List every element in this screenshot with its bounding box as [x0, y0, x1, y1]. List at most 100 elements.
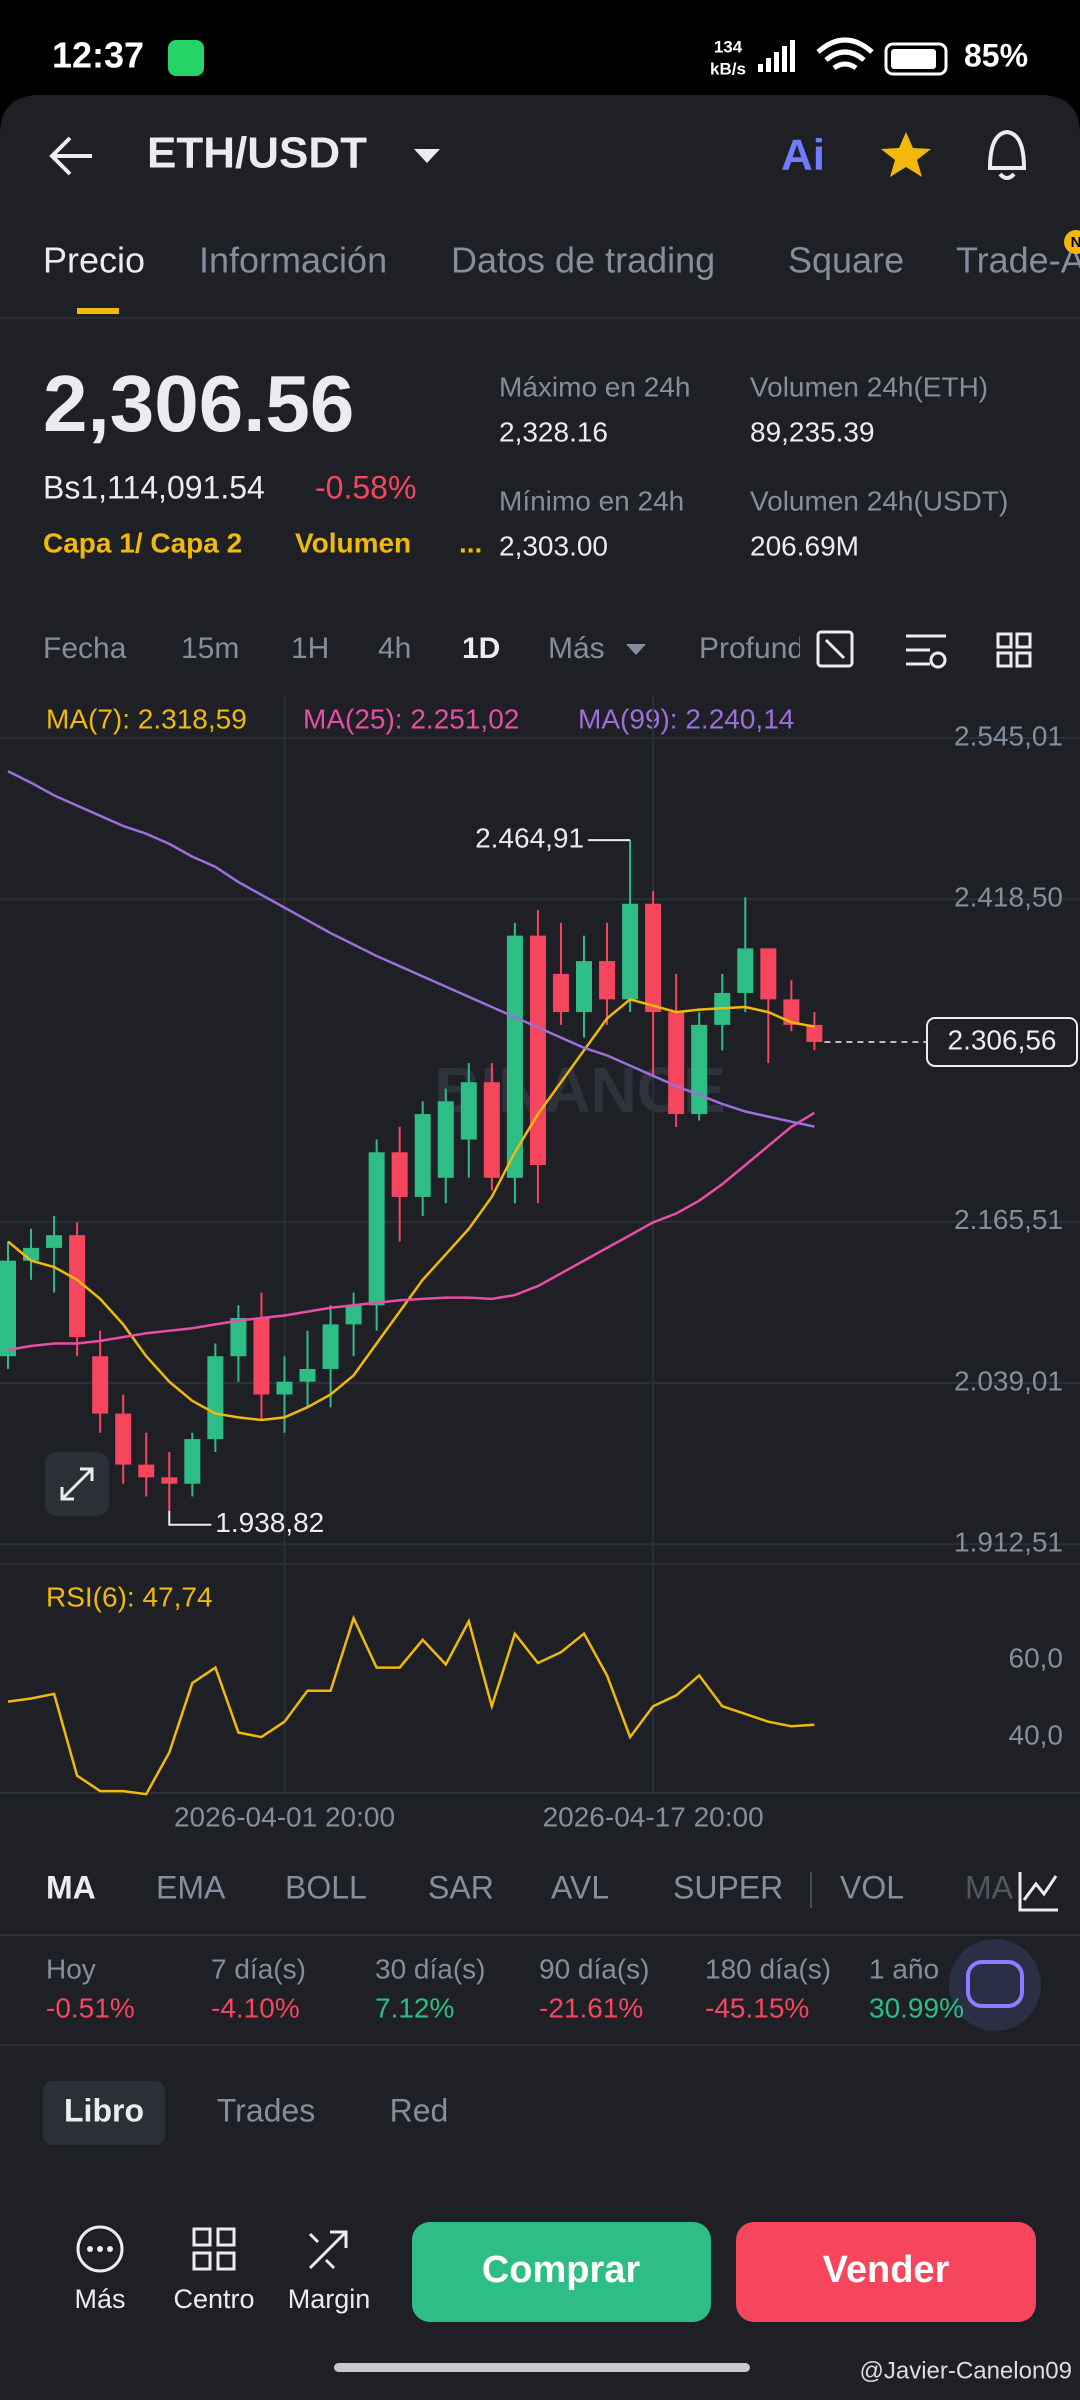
- nav-tab[interactable]: Trade-A: [956, 240, 1080, 281]
- buy-button[interactable]: [412, 2222, 711, 2322]
- candle-body: [645, 903, 662, 1013]
- candle-body: [299, 1368, 316, 1382]
- candle-body: [69, 1235, 86, 1338]
- ma-legend: MA(7): 2.318,59: [46, 703, 247, 734]
- center-icon[interactable]: [192, 2227, 236, 2271]
- last-price-box: [926, 1016, 1078, 1067]
- pair-dropdown[interactable]: [414, 149, 440, 163]
- period-change: 7.12%: [375, 1992, 454, 2023]
- whatsapp-icon: [168, 40, 204, 76]
- period-change: -4.10%: [211, 1992, 300, 2023]
- nav-tab[interactable]: Square: [788, 240, 904, 281]
- plot: [0, 770, 823, 1511]
- tag-link[interactable]: ...: [459, 527, 482, 558]
- candle-body: [368, 1152, 385, 1306]
- book-tab[interactable]: Red: [390, 2092, 449, 2128]
- indicator-tab[interactable]: AVL: [551, 1869, 609, 1905]
- tag-link[interactable]: Capa 1/ Capa 2: [43, 527, 242, 558]
- nav-tab[interactable]: Precio: [43, 240, 145, 281]
- interval-option[interactable]: 4h: [378, 632, 411, 665]
- badge-dot: [1064, 230, 1080, 254]
- book-tab[interactable]: Libro: [64, 2092, 144, 2128]
- indicator-tab[interactable]: SUPER: [673, 1869, 783, 1905]
- sell-button[interactable]: [736, 2222, 1036, 2322]
- indicator-tab[interactable]: EMA: [156, 1869, 226, 1905]
- tab-underline: [77, 308, 119, 314]
- stat-label: Máximo en 24h: [499, 371, 690, 402]
- indicator-tab[interactable]: SAR: [428, 1869, 494, 1905]
- candle-body: [460, 1082, 477, 1140]
- candle-body: [737, 948, 754, 993]
- indicator-tab[interactable]: MA: [46, 1869, 96, 1905]
- low-marker: [168, 1510, 212, 1526]
- candle-body: [115, 1413, 132, 1465]
- margin-icon[interactable]: [308, 2230, 348, 2270]
- stat-value: 206.69M: [750, 530, 859, 561]
- x-tick-label: 2026-04-01 20:00: [174, 1801, 395, 1832]
- rsi-tick-label: 40,0: [1009, 1719, 1064, 1750]
- ma-legend: MA(25): 2.251,02: [303, 703, 519, 734]
- wifi-icon: [816, 37, 874, 71]
- candle-body: [437, 1101, 454, 1178]
- indicator-tab[interactable]: MA: [965, 1869, 1014, 1905]
- network-speed: 134: [714, 37, 743, 56]
- rsi-tick-label: 60,0: [1009, 1642, 1064, 1673]
- period-label: 30 día(s): [375, 1953, 486, 1984]
- battery-icon: [884, 42, 948, 76]
- y-tick-label: 1.912,51: [954, 1527, 1063, 1558]
- network-unit: kB/s: [710, 59, 746, 78]
- interval-option[interactable]: Fecha: [43, 632, 127, 665]
- ma-legend: MA(99): 2.240,14: [578, 703, 794, 734]
- period-change: -45.15%: [705, 1992, 809, 2023]
- tab-pill: [43, 2081, 165, 2145]
- candle-body: [345, 1305, 362, 1325]
- last-price-label: 2.306,56: [948, 1024, 1057, 1055]
- badge: N: [1071, 234, 1080, 251]
- assistant-bot[interactable]: [949, 1939, 1041, 2031]
- ai-button[interactable]: Ai: [781, 131, 825, 180]
- stat-label: Volumen 24h(ETH): [750, 371, 988, 402]
- toolbar-icons[interactable]: [816, 630, 1032, 669]
- y-tick-label: 2.418,50: [954, 882, 1063, 913]
- more-icon[interactable]: [76, 2225, 124, 2273]
- interval-option[interactable]: Más: [548, 632, 605, 665]
- period-change: -21.61%: [539, 1992, 643, 2023]
- indicator-tab[interactable]: VOL: [840, 1869, 904, 1905]
- rsi-legend: RSI(6): 47,74: [46, 1581, 213, 1612]
- pair-title[interactable]: ETH/USDT: [147, 129, 367, 178]
- period-label: 180 día(s): [705, 1953, 831, 1984]
- bell-icon[interactable]: [987, 129, 1027, 180]
- chart-settings-icon[interactable]: [1018, 1872, 1058, 1912]
- ma-line: [7, 770, 815, 1128]
- favorite-star[interactable]: [881, 132, 931, 177]
- candle-body: [622, 903, 639, 1000]
- y-tick-label: 2.545,01: [954, 720, 1063, 751]
- tag-link[interactable]: Volumen: [295, 527, 411, 558]
- candle-body: [414, 1114, 431, 1197]
- book-tab[interactable]: Trades: [217, 2092, 315, 2128]
- candle-body: [668, 1012, 685, 1115]
- nav-tab[interactable]: Datos de trading: [451, 240, 715, 281]
- y-tick-label: 2.039,01: [954, 1365, 1063, 1396]
- candle-body: [576, 961, 592, 1013]
- interval-option[interactable]: 1H: [291, 632, 329, 665]
- candle-body: [783, 999, 800, 1025]
- interval-option[interactable]: Profund: [699, 632, 804, 665]
- expand-icon: [60, 1467, 94, 1501]
- low-annotation: 1.938,82: [215, 1507, 324, 1538]
- stat-value: 2,303.00: [499, 530, 608, 561]
- period-change: -0.51%: [46, 1992, 135, 2023]
- back-button[interactable]: [49, 136, 92, 176]
- interval-option[interactable]: 1D: [462, 632, 500, 665]
- period-label: 1 año: [869, 1953, 939, 1984]
- period-label: 90 día(s): [539, 1953, 650, 1984]
- candle-body: [253, 1318, 270, 1395]
- assistant-bot-face: [966, 1960, 1024, 2008]
- nav-tab[interactable]: Información: [199, 240, 387, 281]
- interval-option[interactable]: 15m: [181, 632, 239, 665]
- indicator-tab[interactable]: BOLL: [285, 1869, 367, 1905]
- candle-body: [0, 1260, 16, 1357]
- high-annotation: 2.464,91: [475, 823, 584, 854]
